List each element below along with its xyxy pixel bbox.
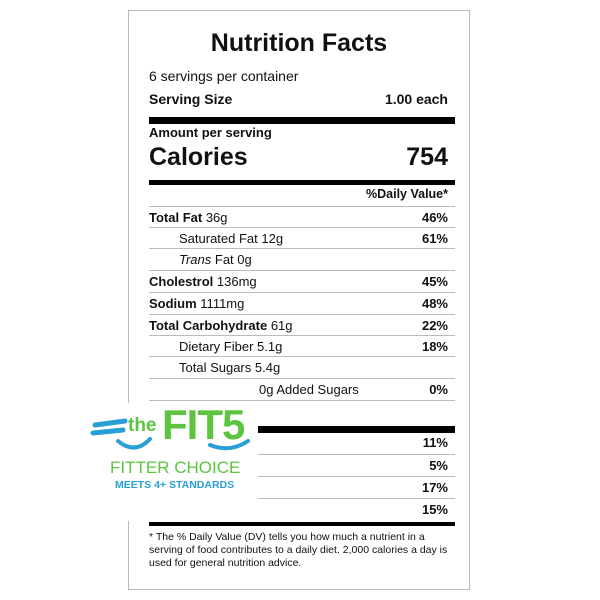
nutrient-row: Total Fat 36g 46% [149, 206, 455, 227]
nutrient-row: 11% [422, 435, 448, 450]
nutrient-row: Sodium 1111mg 48% [149, 292, 455, 313]
divider [149, 117, 455, 124]
nutrient-row: Dietary Fiber 5.1g 18% [149, 335, 455, 356]
nutrient-row: 0g Added Sugars 0% [149, 378, 455, 399]
nutrient-row: 17% [149, 476, 455, 497]
amount-per-serving: Amount per serving [149, 125, 272, 140]
fit5-logo: the FIT5 FITTER CHOICE MEETS 4+ STANDARD… [90, 401, 258, 521]
nutrient-row-blank [149, 400, 455, 426]
serving-size-label: Serving Size [149, 91, 233, 107]
label-title: Nutrition Facts [210, 29, 388, 57]
serving-size-value: 1.00 each [384, 91, 448, 107]
divider [149, 180, 455, 185]
dv-header: %Daily Value* [366, 187, 448, 201]
calories-label: Calories [149, 143, 248, 171]
footnote: * The % Daily Value (DV) tells you how m… [149, 531, 448, 569]
nutrient-row: Cholestrol 136mg 45% [149, 270, 455, 291]
nutrient-row: Total Carbohydrate 61g 22% [149, 314, 455, 335]
speed-lines-icon [90, 418, 250, 451]
logo-fitter-choice: FITTER CHOICE [110, 458, 241, 477]
logo-standards: MEETS 4+ STANDARDS [115, 479, 235, 491]
nutrient-row: Trans Fat 0g [149, 248, 455, 269]
nutrient-row: Saturated Fat 12g 61% [149, 227, 455, 248]
logo-fit5: FIT5 [162, 401, 245, 448]
calories-value: 754 [406, 143, 448, 171]
logo-the: the [128, 415, 157, 436]
nutrient-row: Total Sugars 5.4g [149, 356, 455, 377]
nutrient-row: 5% [149, 454, 455, 475]
divider [149, 426, 455, 433]
nutrient-row: 15% [149, 498, 455, 519]
servings-per-container: 6 servings per container [149, 68, 299, 84]
divider [149, 522, 455, 526]
